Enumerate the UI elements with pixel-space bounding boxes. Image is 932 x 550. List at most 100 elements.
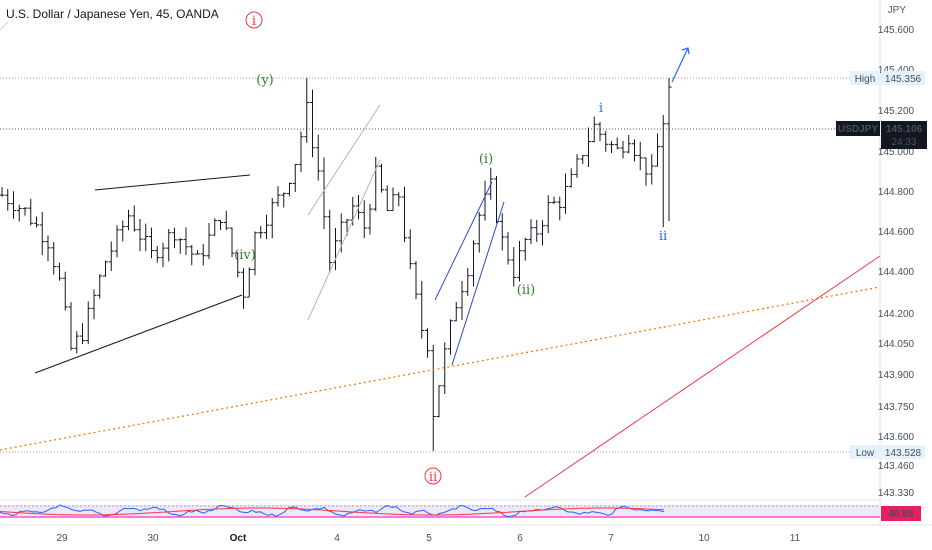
ohlc-bar <box>528 219 534 245</box>
ohlc-bar <box>269 197 275 239</box>
rsi-value: 46.85 <box>888 509 913 520</box>
ohlc-bar <box>200 243 206 266</box>
price-tick-label: 144.600 <box>878 227 915 238</box>
ohlc-bar <box>206 222 212 259</box>
ohlc-bar <box>419 281 425 339</box>
ohlc-bar <box>379 163 384 193</box>
ohlc-bar <box>637 141 643 171</box>
projection-arrow[interactable] <box>671 47 689 83</box>
wave-label-ii-blue: ii <box>659 229 667 244</box>
price-tick-label: 144.200 <box>878 309 915 320</box>
date-tick-label: 11 <box>790 533 801 544</box>
ohlc-bar <box>425 328 430 358</box>
ohlc-bar <box>166 228 172 262</box>
ohlc-bar <box>304 78 310 143</box>
price-tick-label: 143.900 <box>878 370 915 381</box>
ohlc-bar <box>402 186 407 243</box>
price-tick-label: 145.600 <box>878 25 915 36</box>
blue-channel-upper[interactable] <box>434 181 493 301</box>
ohlc-bar <box>28 198 34 226</box>
ohlc-bar <box>57 262 62 281</box>
ohlc-bar <box>390 187 396 212</box>
ohlc-bar <box>149 227 154 259</box>
orange-dotted-trendline[interactable] <box>0 286 881 451</box>
ohlc-bar <box>108 241 114 271</box>
symbol-tag <box>836 121 880 136</box>
wave-label-y: (y) <box>256 73 274 88</box>
high-value-bg <box>881 71 925 85</box>
date-tick-label: Oct <box>230 533 247 544</box>
ohlc-bar <box>172 227 177 249</box>
date-tick-label: 10 <box>698 533 710 544</box>
price-tick-label: 145.200 <box>878 106 915 117</box>
ohlc-bar <box>16 204 22 222</box>
channel-lower-line[interactable] <box>307 159 381 321</box>
ohlc-bar <box>620 141 626 159</box>
ohlc-bar <box>264 214 269 240</box>
blue-channel-lower[interactable] <box>451 201 505 366</box>
ohlc-bar <box>39 211 45 256</box>
wave-label-circle <box>245 11 263 29</box>
ohlc-bar <box>177 238 183 254</box>
ohlc-bar <box>62 271 68 311</box>
ohlc-bar <box>396 192 402 207</box>
ohlc-bar <box>494 176 499 224</box>
ohlc-bar <box>563 173 568 214</box>
ohlc-bar <box>85 301 91 344</box>
ohlc-bar <box>120 220 126 242</box>
ohlc-bar <box>137 219 143 252</box>
wave-label-i-green: (i) <box>479 152 493 167</box>
wedge-lower-trendline[interactable] <box>34 294 243 374</box>
price-tick-label: 145.400 <box>878 65 915 76</box>
ohlc-bar <box>80 323 85 344</box>
price-unit: JPY <box>887 5 906 16</box>
ohlc-bar <box>195 250 200 255</box>
rsi-ma-line <box>0 507 665 516</box>
bar-countdown: 24:33 <box>891 137 916 148</box>
rsi-value-tag <box>881 506 921 521</box>
red-trendline[interactable] <box>524 255 881 498</box>
ohlc-bar <box>430 344 436 451</box>
channel-upper-line[interactable] <box>307 104 381 216</box>
ohlc-bar <box>223 210 229 231</box>
ohlc-bar <box>74 331 80 354</box>
ohlc-bar <box>505 232 511 265</box>
ohlc-bar <box>0 187 5 197</box>
ohlc-bar <box>591 116 597 143</box>
ohlc-bar <box>321 157 327 230</box>
ohlc-bar <box>22 207 28 216</box>
ohlc-bar <box>160 242 166 268</box>
ohlc-bar <box>212 218 218 236</box>
ohlc-bar <box>154 246 160 263</box>
price-tick-label: 144.800 <box>878 187 915 198</box>
ohlc-bar <box>367 203 373 235</box>
ohlc-bar <box>131 205 137 232</box>
wave-label-red-i: i <box>252 14 256 29</box>
ohlc-bar <box>292 164 298 192</box>
ohlc-bar <box>310 89 315 158</box>
low-tag-bg <box>850 445 880 459</box>
date-tick-label: 4 <box>334 533 340 544</box>
ohlc-bar <box>586 127 591 168</box>
ohlc-bar <box>281 192 287 208</box>
chart-title: U.S. Dollar / Japanese Yen, 45, OANDA <box>6 7 219 21</box>
ohlc-bar <box>126 209 131 231</box>
ohlc-bar <box>453 301 459 322</box>
ohlc-bar <box>327 209 333 273</box>
ohlc-bar <box>660 114 666 227</box>
wedge-upper-trendline[interactable] <box>94 174 251 191</box>
ohlc-bar <box>499 213 505 251</box>
ohlc-bar <box>534 219 540 242</box>
price-tick-label: 144.050 <box>878 339 915 350</box>
high-value: 145.356 <box>885 74 922 85</box>
symbol-label: USDJPY <box>838 124 878 135</box>
low-value-bg <box>881 445 925 459</box>
ohlc-bar <box>632 139 637 162</box>
ohlc-bar <box>275 186 281 207</box>
ohlc-bar <box>597 122 603 142</box>
current-price-tag <box>881 121 927 149</box>
price-tick-label: 143.600 <box>878 432 915 443</box>
ohlc-bar <box>609 141 614 153</box>
ohlc-bar <box>407 229 413 270</box>
